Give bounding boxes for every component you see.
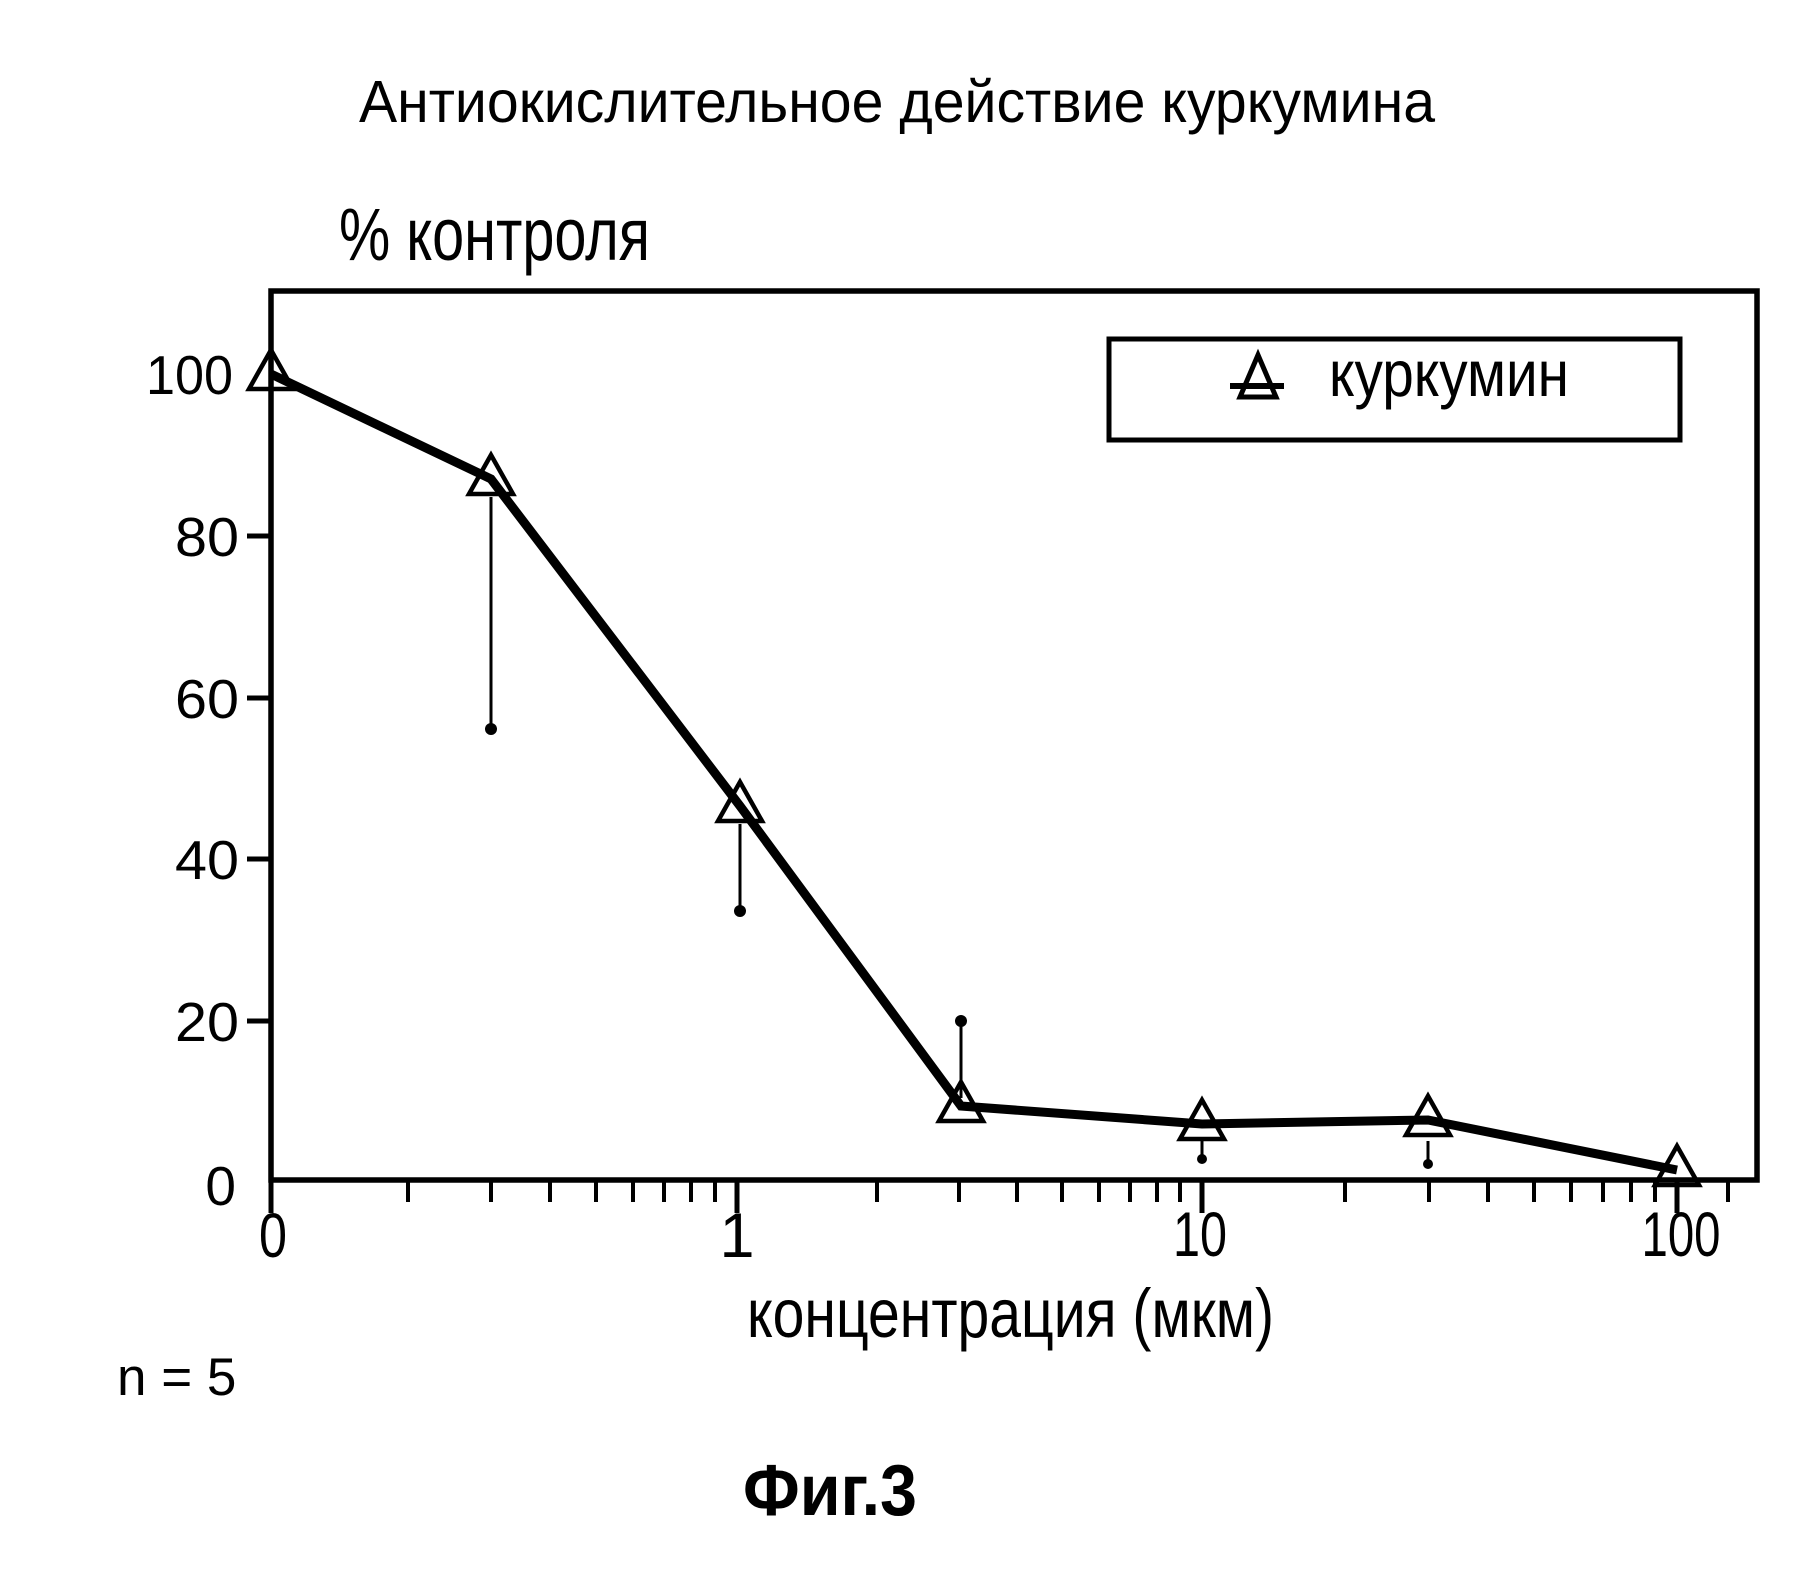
svg-text:n = 5: n = 5 xyxy=(117,1348,236,1407)
svg-text:концентрация (мкм): концентрация (мкм) xyxy=(747,1275,1274,1352)
svg-text:60: 60 xyxy=(175,668,239,730)
svg-text:100: 100 xyxy=(146,344,233,406)
svg-text:20: 20 xyxy=(175,991,239,1053)
svg-text:10: 10 xyxy=(1173,1200,1227,1270)
svg-text:0: 0 xyxy=(205,1155,236,1217)
svg-text:100: 100 xyxy=(1642,1200,1721,1270)
svg-text:80: 80 xyxy=(175,506,239,568)
svg-text:40: 40 xyxy=(175,829,239,891)
svg-text:1: 1 xyxy=(719,1201,754,1271)
svg-text:куркумин: куркумин xyxy=(1329,337,1569,410)
svg-text:Антиокислительное действие кур: Антиокислительное действие куркумина xyxy=(359,69,1435,135)
svg-text:Фиг.3: Фиг.3 xyxy=(743,1451,917,1531)
svg-text:% контроля: % контроля xyxy=(339,193,650,276)
svg-text:0: 0 xyxy=(259,1201,287,1271)
